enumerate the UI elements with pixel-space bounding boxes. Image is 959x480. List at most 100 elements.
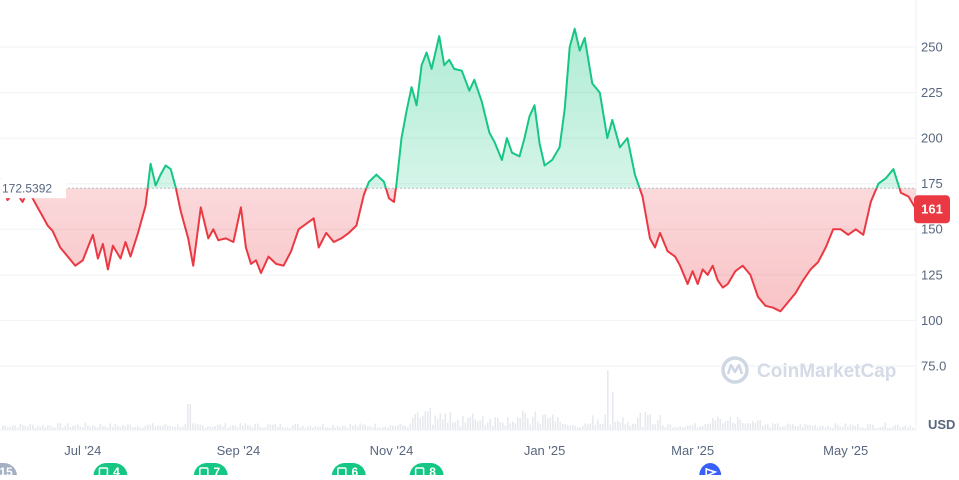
- volume-bar: [384, 426, 387, 430]
- volume-bar: [832, 427, 834, 430]
- event-marker[interactable]: 15: [0, 463, 17, 480]
- volume-bar: [312, 427, 314, 430]
- volume-bar: [874, 427, 877, 430]
- volume-bar: [182, 426, 184, 430]
- volume-bar: [94, 426, 97, 430]
- area-fill: [0, 28, 916, 312]
- volume-bar: [417, 412, 419, 430]
- volume-bar: [547, 418, 549, 430]
- y-tick-label: 75.0: [921, 358, 946, 373]
- price-line-up: [0, 27, 901, 189]
- volume-bar: [302, 425, 304, 430]
- volume-bar: [539, 424, 542, 430]
- volume-bar: [784, 426, 787, 430]
- volume-bar: [829, 426, 832, 430]
- volume-bar: [169, 425, 172, 430]
- volume-bar: [732, 422, 734, 430]
- volume-bar: [319, 426, 322, 430]
- volume-bar: [37, 425, 39, 430]
- volume-bar: [642, 427, 644, 430]
- price-line-down: [2, 188, 916, 313]
- volume-bar: [352, 425, 354, 430]
- volume-bar: [287, 427, 289, 430]
- volume-bar: [222, 426, 224, 430]
- volume-bar: [32, 424, 34, 430]
- volume-bar: [124, 425, 127, 430]
- volume-bar: [337, 425, 339, 430]
- volume-bar: [87, 425, 89, 430]
- volume-bar: [402, 425, 404, 430]
- volume-bar: [814, 424, 817, 430]
- volume-bar: [239, 423, 242, 430]
- volume-bar: [317, 426, 319, 430]
- volume-bar: [364, 424, 367, 430]
- volume-bar: [522, 410, 524, 430]
- volume-bar: [334, 427, 337, 430]
- event-marker[interactable]: 8: [409, 463, 444, 480]
- volume-bar: [322, 424, 324, 430]
- event-marker[interactable]: [699, 463, 722, 480]
- volume-bar: [717, 416, 719, 430]
- volume-bar: [712, 418, 714, 430]
- volume-bar: [739, 419, 742, 430]
- volume-bar: [564, 424, 567, 430]
- volume-bar: [454, 422, 457, 430]
- volume-bar: [244, 423, 247, 430]
- event-marker[interactable]: 6: [331, 463, 366, 480]
- volume-bar: [809, 425, 812, 430]
- event-marker[interactable]: 7: [193, 463, 228, 480]
- volume-bar: [532, 417, 534, 430]
- volume-bar: [372, 427, 374, 430]
- volume-bar: [822, 426, 824, 430]
- volume-bar: [889, 427, 892, 430]
- volume-bar: [537, 421, 539, 430]
- volume-bar: [804, 424, 807, 430]
- volume-bar: [797, 426, 799, 430]
- volume-bar: [777, 423, 779, 430]
- volume-bar: [9, 426, 12, 430]
- volume-bar: [422, 415, 424, 430]
- volume-bar: [172, 426, 174, 430]
- event-marker[interactable]: 4: [93, 463, 128, 480]
- volume-bar: [362, 424, 364, 430]
- volume-bar: [524, 412, 527, 430]
- volume-bar: [682, 427, 684, 430]
- volume-bar: [679, 426, 682, 430]
- volume-bar: [134, 426, 137, 430]
- volume-bar: [869, 423, 872, 430]
- volume-bar: [629, 425, 632, 430]
- volume-bar: [904, 425, 907, 430]
- volume-bar: [807, 425, 809, 430]
- volume-bar: [327, 427, 329, 430]
- volume-bar: [882, 426, 884, 430]
- volume-bar: [862, 427, 864, 430]
- volume-bar: [482, 415, 484, 430]
- volume-bar: [184, 424, 187, 430]
- volume-bar: [394, 426, 397, 430]
- volume-bar: [604, 414, 607, 430]
- volume-bar: [907, 427, 909, 430]
- volume-bar: [329, 427, 332, 430]
- volume-bar: [857, 423, 859, 430]
- volume-bar: [264, 427, 267, 430]
- volume-bar: [662, 425, 664, 430]
- volume-bar: [282, 427, 284, 430]
- event-markers[interactable]: 15 4 7 6 8: [0, 463, 722, 480]
- volume-bar: [419, 417, 422, 430]
- area-above-baseline: [0, 28, 900, 189]
- volume-bar: [589, 423, 592, 430]
- volume-bar: [579, 427, 582, 430]
- volume-bar: [707, 424, 709, 430]
- volume-bar: [89, 426, 92, 430]
- volume-bar: [382, 427, 384, 430]
- volume-bar: [324, 427, 327, 430]
- volume-bar: [162, 425, 164, 430]
- volume-bar: [767, 424, 769, 430]
- volume-bar: [817, 427, 819, 430]
- volume-bar: [734, 423, 737, 430]
- volume-bar: [452, 422, 454, 430]
- volume-bar: [69, 427, 72, 430]
- volume-bar: [474, 419, 477, 430]
